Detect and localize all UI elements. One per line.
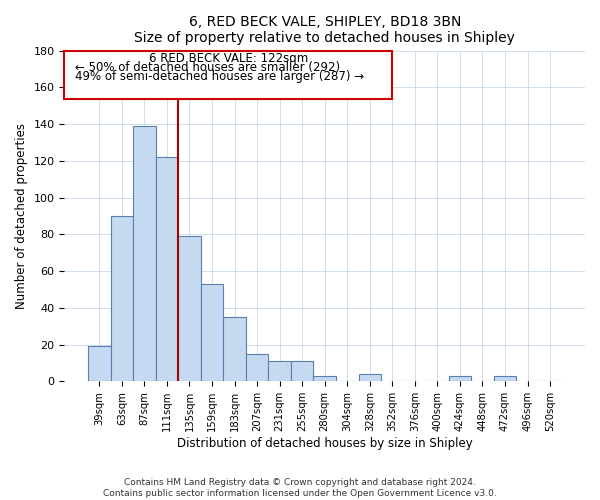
Text: 6 RED BECK VALE: 122sqm: 6 RED BECK VALE: 122sqm (149, 52, 308, 65)
Bar (155, 157, 178, 382)
X-axis label: Distribution of detached houses by size in Shipley: Distribution of detached houses by size … (177, 437, 473, 450)
Bar (110, 216, 133, 382)
Bar (133, 126, 155, 382)
Bar (178, 236, 201, 382)
Bar (449, 376, 471, 382)
Bar (359, 374, 381, 382)
Text: ← 50% of detached houses are smaller (292): ← 50% of detached houses are smaller (29… (75, 61, 340, 74)
Bar (223, 317, 246, 382)
Text: Contains HM Land Registry data © Crown copyright and database right 2024.
Contai: Contains HM Land Registry data © Crown c… (103, 478, 497, 498)
Y-axis label: Number of detached properties: Number of detached properties (15, 123, 28, 309)
Bar (291, 361, 313, 382)
Bar (201, 284, 223, 382)
Bar (268, 361, 291, 382)
Bar (313, 376, 336, 382)
Bar (494, 376, 516, 382)
Bar (88, 346, 110, 382)
Title: 6, RED BECK VALE, SHIPLEY, BD18 3BN
Size of property relative to detached houses: 6, RED BECK VALE, SHIPLEY, BD18 3BN Size… (134, 15, 515, 45)
Text: 49% of semi-detached houses are larger (287) →: 49% of semi-detached houses are larger (… (75, 70, 364, 84)
Bar (246, 354, 268, 382)
FancyBboxPatch shape (64, 50, 392, 98)
